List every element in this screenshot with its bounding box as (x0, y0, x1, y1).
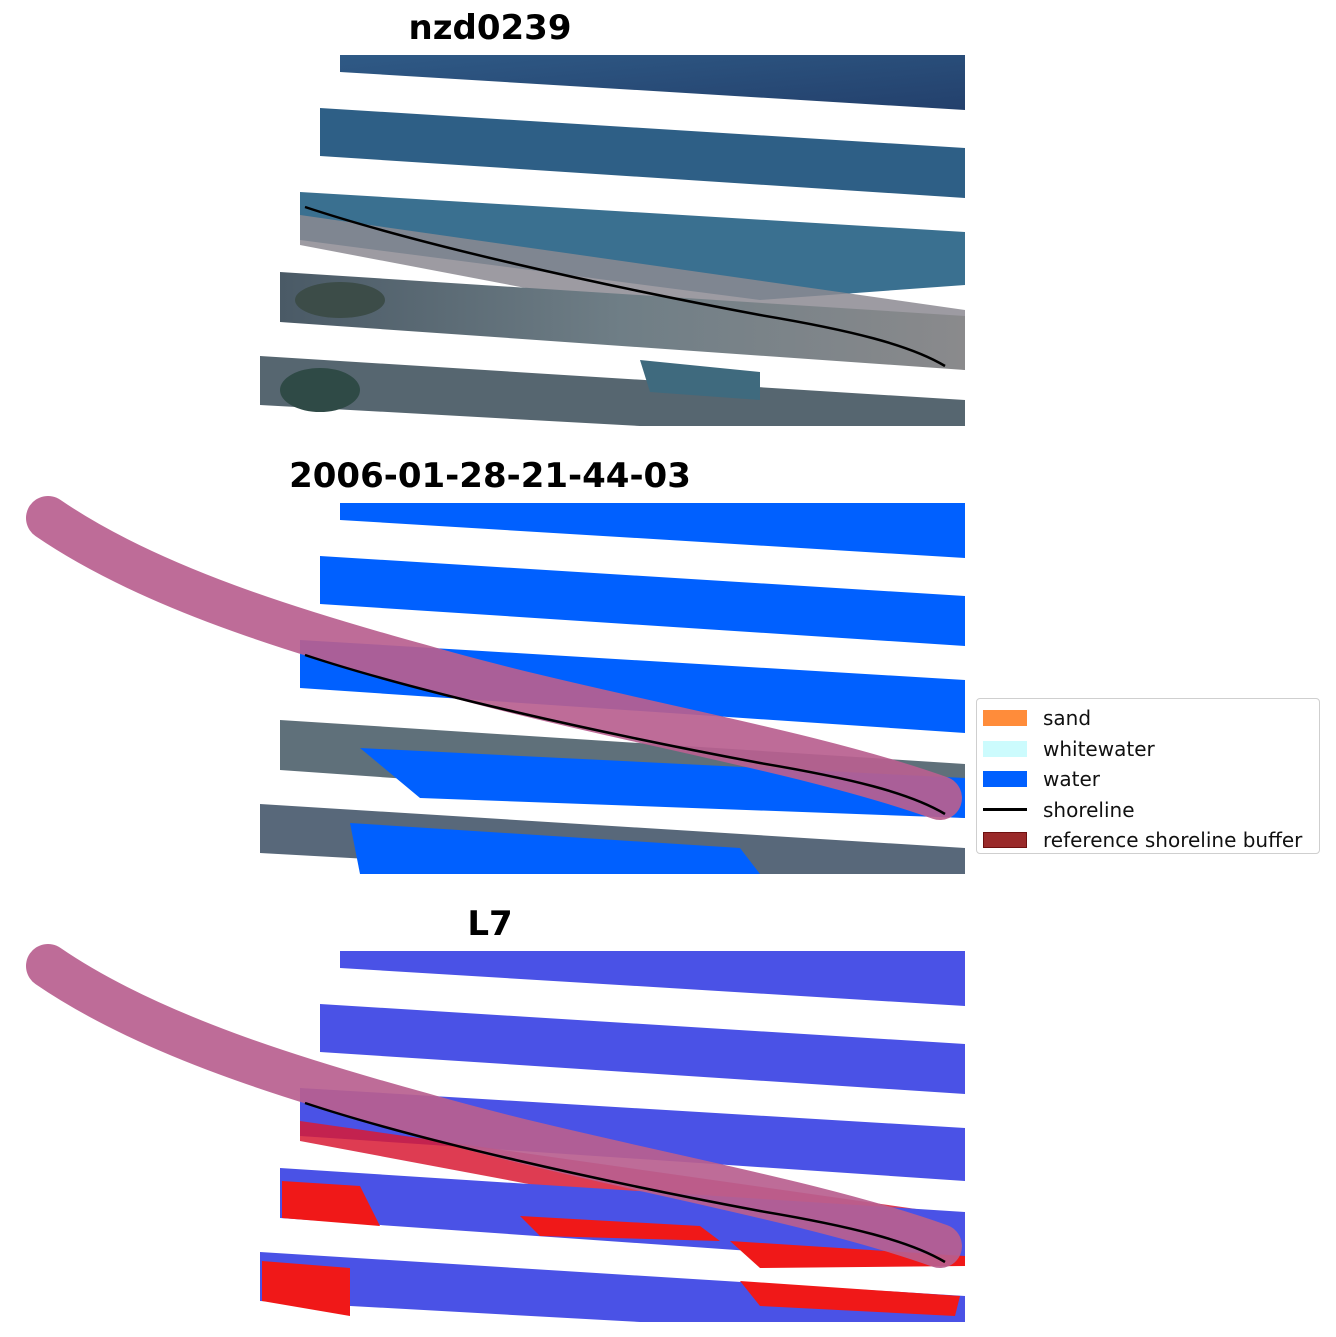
shoreline-classified (304, 653, 946, 816)
shoreline-index (304, 1101, 946, 1264)
legend-item-sand: sand (983, 703, 1319, 734)
legend-swatch-water (983, 771, 1027, 788)
reference-buffer-classified (26, 496, 962, 820)
legend-label-sand: sand (1043, 706, 1092, 731)
legend-label-buffer: reference shoreline buffer (1043, 828, 1303, 853)
classified-image (26, 496, 965, 874)
legend-item-water: water (983, 764, 1319, 795)
rgb-image (260, 55, 965, 426)
legend-swatch-whitewater (983, 740, 1027, 757)
panel-title-index: L7 (467, 904, 513, 944)
legend-item-whitewater: whitewater (983, 734, 1319, 765)
legend-swatch-shoreline (983, 808, 1027, 812)
shoreline-rgb (304, 205, 946, 368)
legend-swatch-buffer (983, 832, 1027, 849)
panel-title-classified: 2006-01-28-21-44-03 (289, 456, 691, 496)
legend-swatch-sand (983, 710, 1027, 727)
reference-buffer-index (26, 944, 962, 1268)
legend-label-whitewater: whitewater (1043, 736, 1155, 761)
panel-title-rgb: nzd0239 (408, 8, 572, 48)
legend-label-water: water (1043, 767, 1100, 792)
legend: sand whitewater water shoreline referenc… (976, 698, 1320, 854)
legend-label-shoreline: shoreline (1043, 797, 1135, 822)
legend-item-shoreline: shoreline (983, 795, 1319, 826)
legend-item-buffer: reference shoreline buffer (983, 825, 1319, 856)
index-image (26, 944, 965, 1322)
